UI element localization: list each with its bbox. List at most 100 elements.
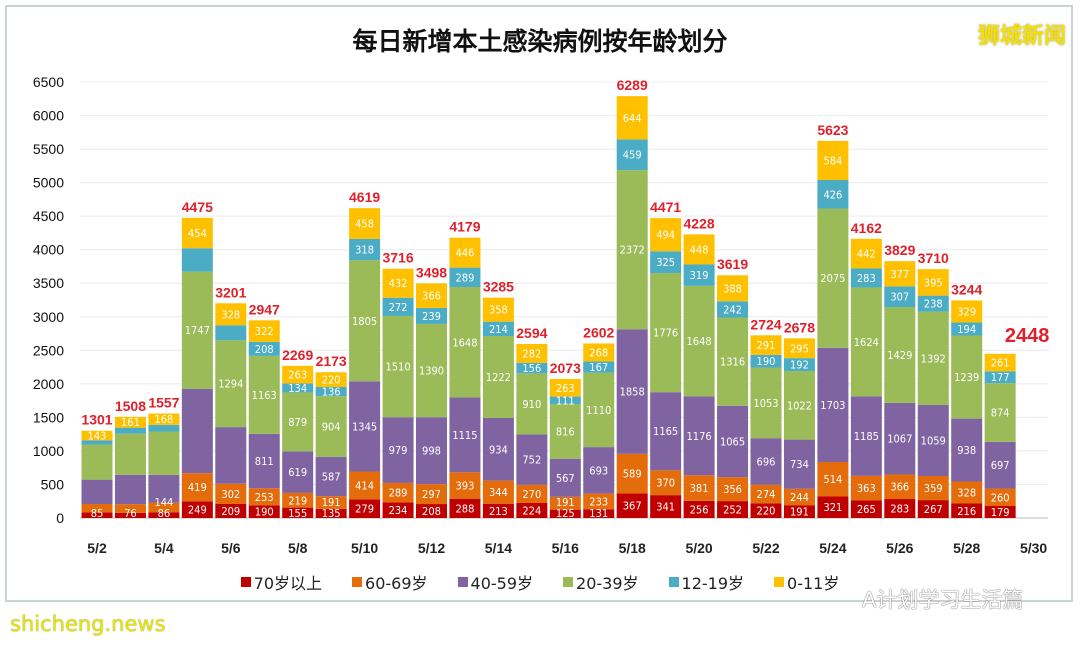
- total-label: 1508: [115, 398, 146, 414]
- data-label: 414: [355, 479, 374, 492]
- data-label: 811: [255, 455, 274, 468]
- data-label: 321: [823, 501, 842, 514]
- bar-segment: [717, 501, 749, 518]
- data-label: 85: [91, 507, 104, 520]
- data-label: 322: [255, 325, 274, 338]
- x-tick-label: 5/30: [1020, 540, 1047, 556]
- bar-segment: [549, 378, 581, 397]
- data-label: 86: [158, 507, 171, 520]
- bar-segment: [817, 208, 849, 348]
- data-label: 256: [690, 503, 709, 516]
- bar-segment: [750, 367, 782, 439]
- legend-item: 0-11岁: [774, 570, 839, 594]
- data-label: 879: [288, 416, 307, 429]
- data-label: 234: [389, 504, 408, 517]
- data-label: 514: [823, 473, 842, 486]
- bar-segment: [717, 405, 749, 478]
- data-label: 344: [489, 486, 508, 499]
- bar-segment: [382, 502, 414, 518]
- y-tick-label: 4000: [33, 242, 64, 258]
- data-label: 261: [991, 357, 1010, 370]
- bar-segment: [482, 503, 514, 518]
- data-label: 979: [389, 444, 408, 457]
- bar-segment: [282, 392, 314, 452]
- data-label: 1648: [452, 336, 477, 349]
- watermark-account: A计划学习生活篇: [862, 588, 1024, 612]
- total-label: 3829: [884, 242, 915, 258]
- bar-segment: [616, 170, 648, 330]
- legend: 70岁以上 60-69岁 40-59岁 20-39岁 12-19岁 0-11岁: [0, 570, 1080, 594]
- bar-segment: [181, 271, 213, 389]
- bar-segment: [349, 208, 381, 239]
- bar-segment: [148, 502, 180, 513]
- legend-swatch: [563, 577, 574, 587]
- bar-segment: [215, 340, 247, 428]
- bar-segment: [951, 418, 983, 482]
- bar-segment: [416, 484, 447, 505]
- data-label: 208: [255, 343, 274, 356]
- data-label: 1345: [352, 420, 377, 433]
- data-label: 446: [456, 247, 475, 260]
- bar-segment: [549, 396, 581, 405]
- bar-segment: [449, 498, 481, 518]
- bar-segment: [81, 430, 113, 441]
- total-label: 4179: [449, 219, 480, 235]
- total-label: 3201: [215, 284, 246, 300]
- legend-label: 70岁以上: [253, 574, 323, 593]
- bar-segment: [850, 268, 882, 288]
- data-label: 359: [924, 482, 943, 495]
- bar-segment: [984, 488, 1016, 506]
- data-label: 366: [422, 290, 441, 303]
- bar-segment: [148, 431, 180, 475]
- data-label: 270: [522, 488, 541, 501]
- data-label: 76: [124, 507, 137, 520]
- bar-segment: [349, 260, 381, 382]
- bar-segment: [516, 344, 548, 363]
- total-label: 4228: [684, 215, 715, 231]
- bar-segment: [783, 488, 815, 506]
- total-label: 2947: [249, 301, 280, 317]
- bar-segment: [248, 433, 280, 489]
- bar-segment: [984, 371, 1016, 384]
- bar-segment: [817, 461, 849, 497]
- bar-segment: [951, 322, 983, 336]
- y-tick-label: 0: [56, 510, 64, 526]
- watermark-site: shicheng.news: [10, 612, 166, 636]
- data-label: 816: [556, 425, 575, 438]
- data-label: 191: [556, 496, 575, 509]
- bar-segment: [349, 238, 381, 261]
- data-label: 458: [355, 218, 374, 231]
- bar-segment: [416, 307, 447, 324]
- total-label: 2073: [550, 360, 581, 376]
- data-label: 156: [522, 362, 541, 375]
- total-label: 2448: [1005, 325, 1050, 347]
- data-label: 161: [121, 416, 140, 429]
- x-tick-label: 5/18: [619, 540, 646, 556]
- total-label: 2594: [516, 325, 547, 341]
- data-label: 328: [957, 487, 976, 500]
- data-label: 325: [656, 256, 675, 269]
- bar-segment: [917, 404, 949, 477]
- bar-segment: [516, 362, 548, 374]
- y-tick-label: 4500: [33, 208, 64, 224]
- data-label: 272: [389, 301, 408, 314]
- total-label: 1301: [81, 412, 112, 428]
- bar-segment: [817, 179, 849, 209]
- bar-segment: [114, 512, 146, 518]
- bar-segment: [315, 496, 347, 509]
- y-tick-label: 3500: [33, 275, 64, 291]
- data-label: 238: [924, 298, 943, 311]
- bar-segment: [382, 482, 414, 503]
- data-label: 1747: [185, 324, 210, 337]
- data-label: 1805: [352, 315, 377, 328]
- data-label: 208: [422, 505, 441, 518]
- legend-item: 20-39岁: [563, 570, 639, 594]
- data-label: 233: [589, 495, 608, 508]
- data-label: 998: [422, 445, 441, 458]
- data-label: 1239: [954, 371, 979, 384]
- legend-label: 0-11岁: [787, 574, 840, 593]
- data-label: 219: [288, 494, 307, 507]
- bar-segment: [181, 248, 213, 272]
- data-label: 938: [957, 444, 976, 457]
- data-label: 191: [790, 506, 809, 519]
